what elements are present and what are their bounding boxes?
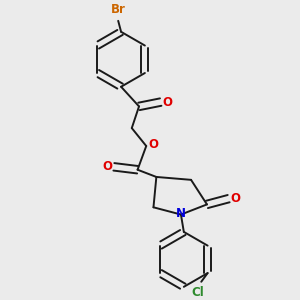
Text: O: O [148,138,158,151]
Text: N: N [176,207,186,220]
Text: O: O [103,160,112,173]
Text: Cl: Cl [191,286,204,299]
Text: Br: Br [111,3,126,16]
Text: O: O [162,96,172,109]
Text: O: O [230,192,240,205]
